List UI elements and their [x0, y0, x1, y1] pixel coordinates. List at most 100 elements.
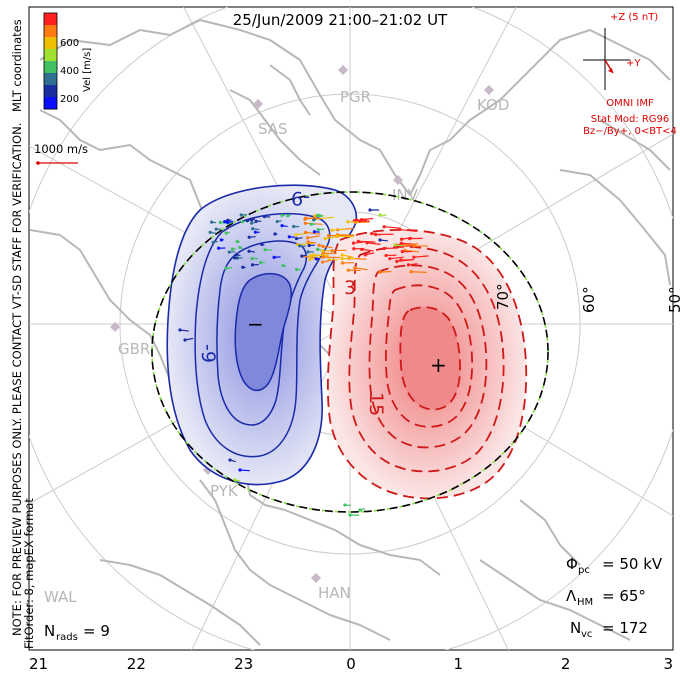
- velocity-vector: [413, 255, 429, 258]
- imf-panel: +Z (5 nT) +Y OMNI IMF Stat Mod: RG96 Bz−…: [583, 12, 677, 137]
- velocity-vector-origin: [404, 243, 408, 247]
- velocity-vector-origin: [330, 249, 334, 253]
- map-title: 25/Jun/2009 21:00–21:02 UT: [233, 11, 448, 29]
- velocity-vector-origin: [307, 243, 311, 248]
- imf-conditions: Bz−/By+, 0<BT<4: [583, 126, 677, 137]
- velocity-vector-origin: [309, 254, 313, 258]
- velocity-vector-origin: [378, 213, 382, 217]
- velocity-vector-origin: [224, 231, 228, 235]
- velocity-vector-origin: [358, 508, 362, 512]
- velocity-vector-origin: [352, 247, 356, 251]
- velocity-vector-origin: [355, 218, 359, 222]
- velocity-vector-origin: [235, 239, 239, 244]
- velocity-vector-origin: [370, 231, 374, 236]
- velocity-vector-origin: [316, 247, 320, 251]
- station-wal: WAL: [44, 588, 77, 606]
- velocity-vector-origin: [360, 247, 364, 252]
- potential-min-marker: −: [247, 312, 264, 336]
- velocity-vector-origin: [399, 237, 404, 241]
- colorbar-segment: [44, 49, 57, 62]
- velocity-vector-origin: [326, 234, 331, 238]
- velocity-vector-origin: [358, 219, 362, 223]
- velocity-vector: [304, 216, 317, 220]
- velocity-vector-origin: [287, 235, 291, 239]
- velocity-vector: [305, 231, 321, 235]
- velocity-vector-origin: [400, 250, 404, 254]
- velocity-vector-origin: [346, 268, 350, 272]
- phi-pc-symbol: Φ: [566, 555, 578, 573]
- station-pgr: PGR: [340, 88, 371, 106]
- velocity-vector-origin: [223, 219, 227, 224]
- velocity-vector: [405, 243, 419, 246]
- velocity-vector-origin: [292, 224, 296, 229]
- velocity-vector-origin: [228, 458, 232, 462]
- velocity-vector-origin: [262, 215, 267, 219]
- velocity-vector-origin: [378, 270, 382, 274]
- station-pyk: PYK: [210, 482, 239, 500]
- velocity-vector-origin: [241, 265, 245, 269]
- potential-max-marker: +: [430, 353, 447, 377]
- positive-cell: [326, 228, 528, 500]
- velocity-vector-origin: [321, 255, 325, 259]
- velocity-vector-origin: [320, 260, 325, 264]
- velocity-vector-origin: [210, 220, 214, 224]
- velocity-vector: [353, 240, 368, 244]
- velocity-vector: [411, 271, 427, 273]
- station-han: HAN: [318, 584, 351, 602]
- velocity-vector-origin: [245, 219, 249, 223]
- velocity-vector-origin: [280, 224, 284, 228]
- fit-order-note: FitOrder: 8, mapEX format: [22, 498, 36, 649]
- station-sas: SAS: [258, 120, 288, 138]
- velocity-vector: [380, 270, 392, 273]
- velocity-vector-origin: [230, 247, 235, 251]
- velocity-vector-origin: [313, 214, 317, 218]
- velocity-vector: [401, 236, 413, 240]
- velocity-vector-origin: [275, 219, 279, 224]
- contour-label-pos-2: 15: [365, 392, 387, 416]
- velocity-vector: [307, 235, 320, 239]
- velocity-vector-origin: [183, 338, 187, 342]
- velocity-vector-origin: [384, 253, 388, 258]
- phi-pc-subscript: pc: [578, 565, 590, 576]
- lat-label-60: 60°: [580, 286, 598, 313]
- velocity-vector-origin: [348, 513, 352, 517]
- imf-y-label: +Y: [626, 58, 641, 69]
- velocity-vector: [332, 249, 347, 252]
- mlt-tick-label: 21: [29, 655, 48, 673]
- velocity-vector-origin: [303, 217, 307, 221]
- velocity-vector-origin: [388, 257, 392, 261]
- mlt-tick-label: 23: [234, 655, 253, 673]
- colorbar-tick-400: 400: [60, 66, 79, 77]
- nvc-subscript: vc: [581, 629, 592, 640]
- velocity-vector-origin: [218, 220, 222, 224]
- velocity-vector-origin: [250, 263, 255, 267]
- imf-stat-mod: Stat Mod: RG96: [591, 114, 670, 125]
- nrads-symbol: N: [44, 622, 55, 640]
- lambda-hm-value: = 65°: [602, 587, 646, 605]
- station-labels: PGR KOD SAS INV GBR PYK HAN WAL: [44, 88, 509, 606]
- colorbar-segment: [44, 85, 57, 98]
- velocity-vector-origin: [312, 218, 316, 222]
- velocity-vector-origin: [340, 253, 344, 257]
- velocity-vector-origin: [233, 478, 237, 482]
- lat-label-70: 70°: [494, 283, 512, 310]
- velocity-vector-origin: [308, 257, 312, 261]
- velocity-vector-origin: [306, 250, 310, 254]
- velocity-vector-origin: [309, 222, 313, 226]
- velocity-vectors: [178, 208, 429, 517]
- velocity-vector-origin: [250, 218, 254, 222]
- mlt-tick-label: 0: [346, 655, 356, 673]
- velocity-vector: [366, 242, 381, 245]
- velocity-vector-origin: [250, 221, 254, 225]
- velocity-vector-origin: [406, 263, 411, 267]
- velocity-vector-origin: [263, 248, 267, 252]
- mlt-tick-label: 2: [561, 655, 571, 673]
- velocity-vector-origin: [214, 227, 218, 231]
- velocity-vector-origin: [305, 236, 310, 240]
- velocity-vector-origin: [303, 230, 308, 234]
- velocity-vector: [384, 226, 400, 229]
- preview-note: NOTE: FOR PREVIEW PURPOSES ONLY. PLEASE …: [10, 123, 24, 636]
- velocity-vector-origin: [281, 263, 285, 268]
- colorbar-segment: [44, 61, 57, 74]
- velocity-vector-origin: [250, 256, 254, 261]
